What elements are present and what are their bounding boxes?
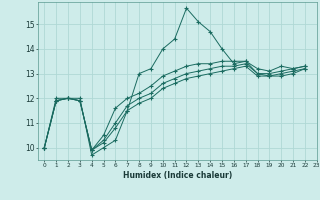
X-axis label: Humidex (Indice chaleur): Humidex (Indice chaleur) xyxy=(123,171,232,180)
